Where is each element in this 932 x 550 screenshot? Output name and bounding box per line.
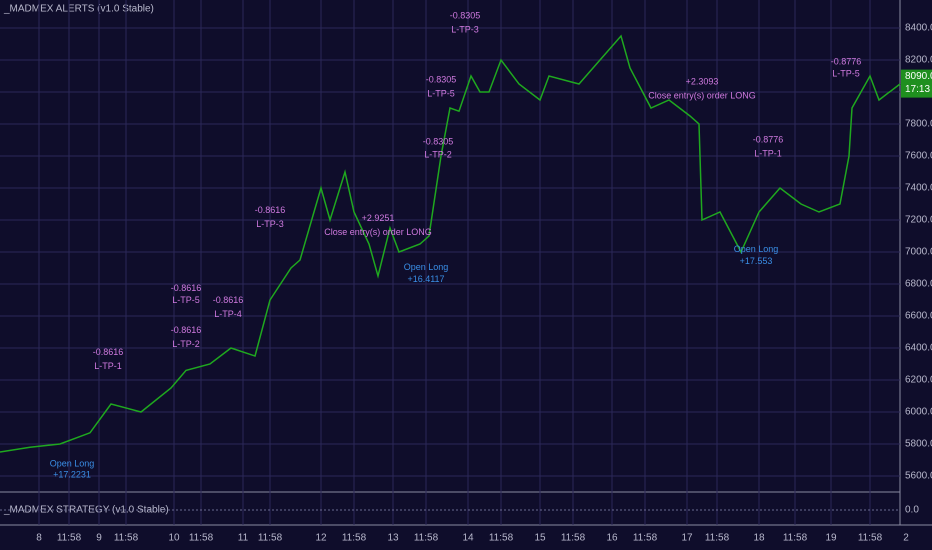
x-tick-label: 11:58 bbox=[114, 533, 139, 544]
x-tick-label: 8 bbox=[36, 533, 42, 544]
annotation: -0.8616 bbox=[171, 325, 202, 335]
x-tick-label: 11:58 bbox=[561, 533, 586, 544]
y-tick-label: 6400.0 bbox=[905, 343, 932, 354]
x-tick-label: 11:58 bbox=[414, 533, 439, 544]
annotation: Close entry(s) order LONG bbox=[648, 91, 756, 101]
price-line bbox=[0, 34, 901, 453]
annotation: -0.8305 bbox=[450, 10, 481, 20]
annotation: +17.553 bbox=[740, 256, 773, 266]
annotation: +16.4117 bbox=[407, 274, 444, 284]
annotation: L-TP-5 bbox=[427, 88, 455, 98]
annotation: +2.9251 bbox=[362, 213, 395, 223]
y-tick-label: 7600.0 bbox=[905, 151, 932, 162]
annotation: L-TP-3 bbox=[256, 219, 284, 229]
x-tick-label: 18 bbox=[753, 533, 765, 544]
y-tick-label: 6200.0 bbox=[905, 375, 932, 386]
y-tick-label: 8200.0 bbox=[905, 55, 932, 66]
y-tick-label: 6600.0 bbox=[905, 311, 932, 322]
annotation: -0.8616 bbox=[255, 205, 286, 215]
last-price-label: 8090.0 bbox=[905, 71, 932, 82]
annotation: L-TP-1 bbox=[94, 361, 122, 371]
annotation: +2.3093 bbox=[686, 76, 719, 86]
annotation: L-TP-5 bbox=[172, 295, 200, 305]
x-tick-label: 12 bbox=[315, 533, 327, 544]
y-tick-label: 8400.0 bbox=[905, 23, 932, 34]
last-price-box bbox=[901, 69, 932, 98]
x-tick-label: 15 bbox=[534, 533, 546, 544]
x-tick-label: 11:58 bbox=[342, 533, 367, 544]
y-tick-label: 7800.0 bbox=[905, 119, 932, 130]
annotation: Close entry(s) order LONG bbox=[324, 227, 432, 237]
annotation: -0.8616 bbox=[93, 347, 124, 357]
x-tick-label: 11 bbox=[238, 533, 249, 544]
y-tick-label: 7400.0 bbox=[905, 183, 932, 194]
y-tick-label: 7000.0 bbox=[905, 247, 932, 258]
annotation: -0.8616 bbox=[213, 295, 244, 305]
x-tick-label: 17 bbox=[681, 533, 693, 544]
x-tick-label: 11:58 bbox=[258, 533, 283, 544]
x-tick-label: 11:58 bbox=[858, 533, 883, 544]
x-tick-label: 14 bbox=[462, 533, 474, 544]
annotation: -0.8616 bbox=[171, 283, 202, 293]
countdown-label: 17:13 bbox=[905, 84, 930, 95]
annotation: L-TP-1 bbox=[754, 149, 782, 159]
annotation: +17.2231 bbox=[53, 469, 91, 479]
x-tick-label: 11:58 bbox=[57, 533, 82, 544]
annotation: -0.8305 bbox=[423, 137, 454, 147]
annotation: -0.8776 bbox=[831, 56, 862, 66]
annotation: Open Long bbox=[404, 262, 449, 272]
chart-title: _MADMEX ALERTS (v1.0 Stable) bbox=[3, 4, 154, 15]
x-tick-label: 10 bbox=[168, 533, 180, 544]
annotation: -0.8305 bbox=[426, 75, 457, 85]
x-tick-label: 2 bbox=[903, 533, 909, 544]
y-tick-label: 0.0 bbox=[905, 505, 919, 516]
annotation: L-TP-2 bbox=[424, 150, 452, 160]
x-tick-label: 11:58 bbox=[633, 533, 658, 544]
x-tick-label: 11:58 bbox=[189, 533, 214, 544]
annotation: Open Long bbox=[734, 244, 779, 254]
x-tick-label: 11:58 bbox=[705, 533, 730, 544]
x-tick-label: 11:58 bbox=[489, 533, 514, 544]
x-tick-label: 9 bbox=[96, 533, 102, 544]
x-tick-label: 16 bbox=[606, 533, 618, 544]
annotation: -0.8776 bbox=[753, 135, 784, 145]
y-tick-label: 7200.0 bbox=[905, 215, 932, 226]
y-tick-label: 6000.0 bbox=[905, 407, 932, 418]
annotation: L-TP-5 bbox=[832, 68, 860, 78]
y-tick-label: 5800.0 bbox=[905, 439, 932, 450]
annotation: L-TP-4 bbox=[214, 309, 242, 319]
x-tick-label: 11:58 bbox=[783, 533, 808, 544]
x-tick-label: 19 bbox=[825, 533, 837, 544]
annotation: L-TP-3 bbox=[451, 24, 479, 34]
annotation: L-TP-2 bbox=[172, 339, 200, 349]
y-tick-label: 6800.0 bbox=[905, 279, 932, 290]
x-tick-label: 13 bbox=[387, 533, 399, 544]
annotation: Open Long bbox=[50, 458, 95, 468]
y-tick-label: 5600.0 bbox=[905, 471, 932, 482]
